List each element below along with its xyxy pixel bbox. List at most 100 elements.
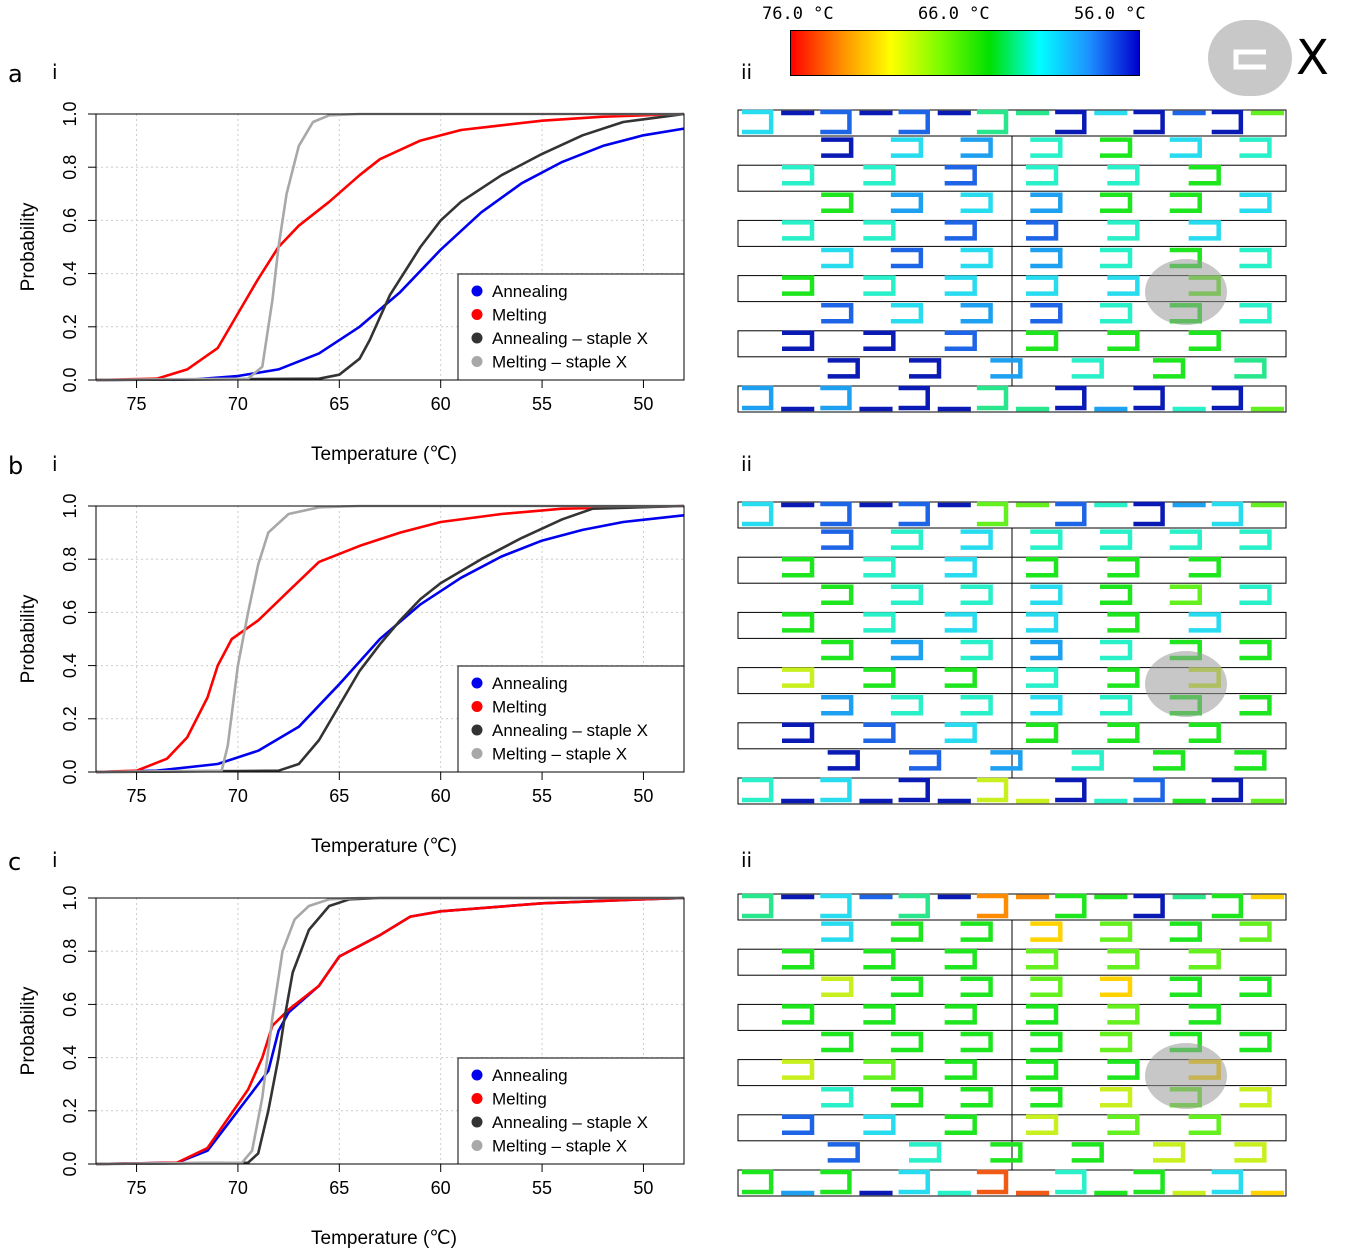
y-tick-label: 0.8 xyxy=(60,547,80,572)
staple-segment xyxy=(1107,948,1140,970)
staple-segment xyxy=(976,1169,1009,1195)
staple-segment xyxy=(890,639,924,661)
y-tick-label: 0.4 xyxy=(60,261,80,286)
x-tick-label: 70 xyxy=(228,394,248,414)
staple-segment xyxy=(1107,1059,1140,1080)
plot-frame xyxy=(95,113,685,381)
y-tick-label: 0.0 xyxy=(60,367,80,392)
staple-segment xyxy=(782,722,815,744)
staple-segment xyxy=(890,1086,924,1108)
staple-segment xyxy=(1239,302,1272,324)
staple-segment xyxy=(944,948,977,970)
staple-segment xyxy=(1030,302,1063,324)
staple-segment xyxy=(960,584,993,606)
staple-segment xyxy=(821,247,854,269)
staple-segment xyxy=(960,247,993,269)
staple-segment xyxy=(821,1031,854,1053)
staple-segment xyxy=(821,1086,854,1108)
legend-label: Annealing xyxy=(492,282,568,301)
colorbar-label-high: 76.0 °C xyxy=(762,4,834,24)
staple-segment xyxy=(1169,529,1202,550)
staple-segment xyxy=(1026,275,1059,296)
staple-segment xyxy=(782,1004,815,1025)
y-tick-label: 0.6 xyxy=(60,992,80,1017)
staple-segment xyxy=(821,302,854,324)
x-tick-label: 65 xyxy=(329,394,349,414)
y-axis-label: Probability xyxy=(18,594,39,683)
staple-segment xyxy=(1188,556,1221,578)
series-line-melting xyxy=(95,504,685,774)
staple-segment xyxy=(944,612,977,633)
x-tick-label: 50 xyxy=(633,1178,653,1198)
legend-marker xyxy=(471,748,483,759)
staple-segment xyxy=(827,358,860,379)
staple-segment xyxy=(976,893,1009,919)
staple-segment xyxy=(821,694,854,716)
staple-segment xyxy=(827,750,860,771)
y-tick-label: 1.0 xyxy=(60,493,80,518)
staple-segment xyxy=(1055,777,1087,803)
staple-segment xyxy=(1055,109,1087,135)
staple-segment xyxy=(821,639,854,661)
x-tick-label: 60 xyxy=(431,1178,451,1198)
staple-segment xyxy=(782,220,815,241)
chart-panel-a: 75 70 65 60 55 50 0.0 0.2 0.4 0.6 0.8 1.0 Temperatur… xyxy=(18,101,685,465)
staple-segment xyxy=(742,385,774,411)
staple-segment xyxy=(1211,777,1244,803)
staple-segment xyxy=(1071,750,1104,771)
legend-marker xyxy=(471,285,483,297)
staple-segment xyxy=(960,302,993,324)
staple-segment xyxy=(821,921,854,942)
staple-segment xyxy=(821,976,854,998)
y-tick-label: 0.8 xyxy=(60,155,80,180)
staple-segment xyxy=(1100,137,1133,158)
staple-segment xyxy=(821,529,854,550)
staple-segment xyxy=(782,275,815,296)
staple-segment xyxy=(1026,164,1059,186)
staple-segment xyxy=(1100,584,1133,606)
staple-segment xyxy=(782,948,815,970)
series-line-melting-staple-x xyxy=(95,112,684,382)
series-line-melting xyxy=(95,896,685,1166)
staple-segment xyxy=(898,109,930,135)
x-tick-label: 75 xyxy=(127,394,147,414)
staple-segment xyxy=(1239,1031,1272,1053)
staple-segment xyxy=(1239,192,1272,214)
staple-segment xyxy=(1026,612,1059,633)
staple-segment xyxy=(1211,109,1244,135)
staple-segment xyxy=(960,1086,993,1108)
staple-segment xyxy=(960,639,993,661)
panel-c-i-label: i xyxy=(52,848,58,872)
panel-b-ii-label: ii xyxy=(741,452,753,476)
staple-segment xyxy=(820,1169,852,1195)
x-tick-label: 55 xyxy=(532,786,552,806)
staple-segment xyxy=(890,584,924,606)
staple-segment xyxy=(782,330,815,352)
staple-segment xyxy=(820,385,852,411)
staple-segment xyxy=(944,556,977,578)
staple-segment xyxy=(1169,921,1202,942)
staple-segment xyxy=(944,1059,977,1080)
staple-segment xyxy=(1100,192,1133,214)
staple-segment xyxy=(782,612,815,633)
staple-segment xyxy=(820,501,852,527)
x-tick-label: 60 xyxy=(431,786,451,806)
staple-segment xyxy=(1153,750,1186,771)
staple-segment xyxy=(1026,1059,1059,1080)
staple-segment xyxy=(1133,777,1165,803)
y-tick-label: 0.4 xyxy=(60,653,80,678)
y-tick-label: 0.2 xyxy=(60,1098,80,1123)
staple-segment xyxy=(1234,1142,1267,1163)
legend-box xyxy=(457,273,685,381)
x-axis-label: Temperature (℃) xyxy=(311,1228,457,1249)
staple-segment xyxy=(1133,1169,1165,1195)
staple-segment xyxy=(890,976,924,998)
staple-segment xyxy=(1188,164,1221,186)
x-tick-label: 60 xyxy=(431,394,451,414)
staple-segment xyxy=(821,584,854,606)
x-tick-label: 65 xyxy=(329,1178,349,1198)
staple-x-highlight xyxy=(1145,1043,1227,1109)
legend-marker xyxy=(471,332,483,344)
panel-c-ii-label: ii xyxy=(741,848,753,872)
staple-segment xyxy=(890,247,924,269)
